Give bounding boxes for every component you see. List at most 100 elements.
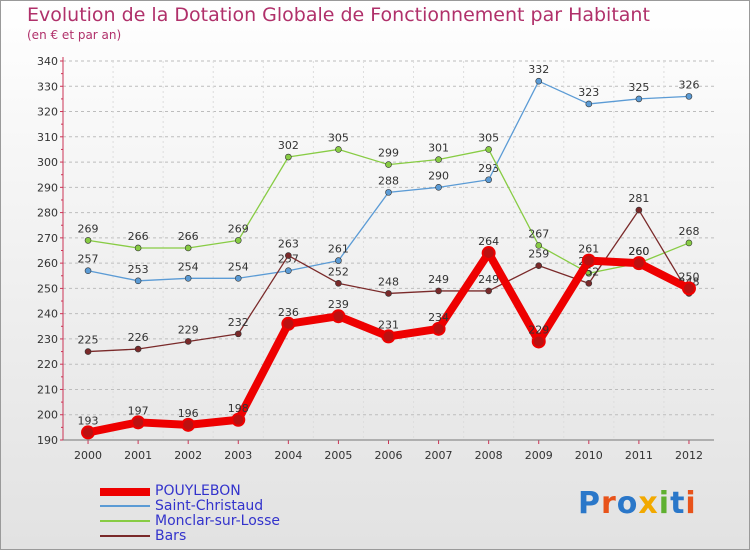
y-tick-label-280: 280 <box>37 207 58 220</box>
point-bars-2003 <box>234 330 242 338</box>
y-tick-label-200: 200 <box>37 409 58 422</box>
x-tick-label-2000: 2000 <box>74 449 102 462</box>
data-label-saint-christaud-2012: 326 <box>678 78 699 91</box>
data-label-monclar-sur-losse-2011: 260 <box>628 245 649 258</box>
point-bars-2007 <box>435 287 442 295</box>
y-tick-label-300: 300 <box>37 156 58 169</box>
y-tick-label-290: 290 <box>37 181 58 194</box>
point-monclar-sur-losse-2012 <box>685 239 693 247</box>
data-label-monclar-sur-losse-2008: 305 <box>478 131 499 144</box>
x-tick-label-2011: 2011 <box>625 449 653 462</box>
point-saint-christaud-2010 <box>585 100 593 108</box>
y-tick-label-190: 190 <box>37 434 58 447</box>
logo-letter-0: P <box>578 486 601 521</box>
y-tick-label-340: 340 <box>37 55 58 68</box>
data-label-saint-christaud-2000: 257 <box>78 253 99 266</box>
point-monclar-sur-losse-2005 <box>335 146 342 153</box>
point-pouylebon-2006 <box>381 329 396 344</box>
y-tick-label-310: 310 <box>37 131 58 144</box>
data-label-monclar-sur-losse-2000: 269 <box>78 222 99 235</box>
data-label-pouylebon-2011: 260 <box>628 245 649 258</box>
point-saint-christaud-2002 <box>184 274 192 282</box>
data-label-pouylebon-2004: 236 <box>278 306 299 319</box>
point-saint-christaud-2008 <box>485 176 492 184</box>
point-saint-christaud-2001 <box>134 277 142 285</box>
x-tick-label-2002: 2002 <box>174 449 202 462</box>
point-monclar-sur-losse-2002 <box>184 244 192 252</box>
data-label-monclar-sur-losse-2007: 301 <box>428 142 449 155</box>
point-bars-2000 <box>84 348 92 355</box>
logo-letter-1: r <box>601 486 617 521</box>
data-label-pouylebon-2012: 250 <box>678 270 699 283</box>
data-label-pouylebon-2002: 196 <box>178 407 199 420</box>
y-tick-label-260: 260 <box>37 257 58 270</box>
data-label-bars-2004: 263 <box>278 238 299 251</box>
data-label-bars-2001: 226 <box>128 331 149 344</box>
x-tick-label-2012: 2012 <box>675 449 703 462</box>
point-monclar-sur-losse-2001 <box>134 244 142 252</box>
point-pouylebon-2007 <box>431 321 446 336</box>
data-label-pouylebon-2006: 231 <box>378 318 399 331</box>
point-monclar-sur-losse-2000 <box>84 237 92 244</box>
x-tick-label-2008: 2008 <box>475 449 503 462</box>
x-tick-label-2009: 2009 <box>525 449 553 462</box>
data-label-bars-2009: 259 <box>528 248 549 261</box>
y-tick-label-220: 220 <box>37 358 58 371</box>
point-pouylebon-2004 <box>281 316 296 331</box>
data-label-pouylebon-2000: 193 <box>78 414 99 427</box>
data-label-saint-christaud-2007: 290 <box>428 169 449 182</box>
x-tick-label-2006: 2006 <box>375 449 403 462</box>
point-pouylebon-2011 <box>631 256 646 271</box>
logo-letter-4: i <box>658 486 671 521</box>
data-label-saint-christaud-2006: 288 <box>378 174 399 187</box>
y-tick-label-250: 250 <box>37 282 58 295</box>
point-pouylebon-2008 <box>481 246 496 261</box>
data-label-monclar-sur-losse-2012: 268 <box>678 225 699 238</box>
legend-label-pouylebon: POUYLEBON <box>155 483 241 499</box>
data-label-saint-christaud-2003: 254 <box>228 260 249 273</box>
point-bars-2001 <box>134 345 142 353</box>
point-saint-christaud-2012 <box>685 93 693 100</box>
data-label-pouylebon-2005: 239 <box>328 298 349 311</box>
logo-letter-3: x <box>638 486 659 521</box>
data-label-monclar-sur-losse-2002: 266 <box>178 230 199 243</box>
chart-subtitle: (en € et par an) <box>27 28 122 42</box>
y-tick-label-210: 210 <box>37 383 58 396</box>
x-tick-label-2010: 2010 <box>575 449 603 462</box>
data-label-saint-christaud-2008: 293 <box>478 162 499 175</box>
y-tick-label-240: 240 <box>37 308 58 321</box>
data-label-pouylebon-2008: 264 <box>478 235 499 248</box>
data-label-monclar-sur-losse-2004: 302 <box>278 139 299 152</box>
data-label-monclar-sur-losse-2001: 266 <box>128 230 149 243</box>
point-monclar-sur-losse-2007 <box>435 156 442 163</box>
data-label-bars-2006: 248 <box>378 275 399 288</box>
point-bars-2002 <box>184 338 192 345</box>
proxiti-logo: Proxiti <box>578 486 697 521</box>
y-tick-label-330: 330 <box>37 80 58 93</box>
point-pouylebon-2010 <box>581 253 596 268</box>
point-saint-christaud-2007 <box>435 184 442 191</box>
chart-title: Evolution de la Dotation Globale de Fonc… <box>27 4 650 26</box>
data-label-saint-christaud-2009: 332 <box>528 63 549 76</box>
point-saint-christaud-2009 <box>535 77 543 85</box>
data-label-saint-christaud-2005: 261 <box>328 243 349 256</box>
point-pouylebon-2003 <box>231 412 246 427</box>
point-monclar-sur-losse-2004 <box>285 153 292 161</box>
data-label-bars-2005: 252 <box>328 265 349 278</box>
x-tick-label-2001: 2001 <box>124 449 152 462</box>
data-label-pouylebon-2010: 261 <box>578 243 599 256</box>
point-saint-christaud-2011 <box>635 95 643 103</box>
data-label-saint-christaud-2001: 253 <box>128 263 149 276</box>
point-pouylebon-2002 <box>181 417 196 432</box>
data-label-bars-2008: 249 <box>478 273 499 286</box>
legend-swatch-pouylebon <box>100 488 150 496</box>
point-monclar-sur-losse-2008 <box>485 146 492 153</box>
point-bars-2009 <box>535 262 543 269</box>
point-saint-christaud-2000 <box>84 267 92 275</box>
data-label-pouylebon-2009: 229 <box>528 323 549 336</box>
point-bars-2004 <box>285 252 292 259</box>
data-label-monclar-sur-losse-2009: 267 <box>528 227 549 240</box>
y-tick-label-320: 320 <box>37 106 58 119</box>
